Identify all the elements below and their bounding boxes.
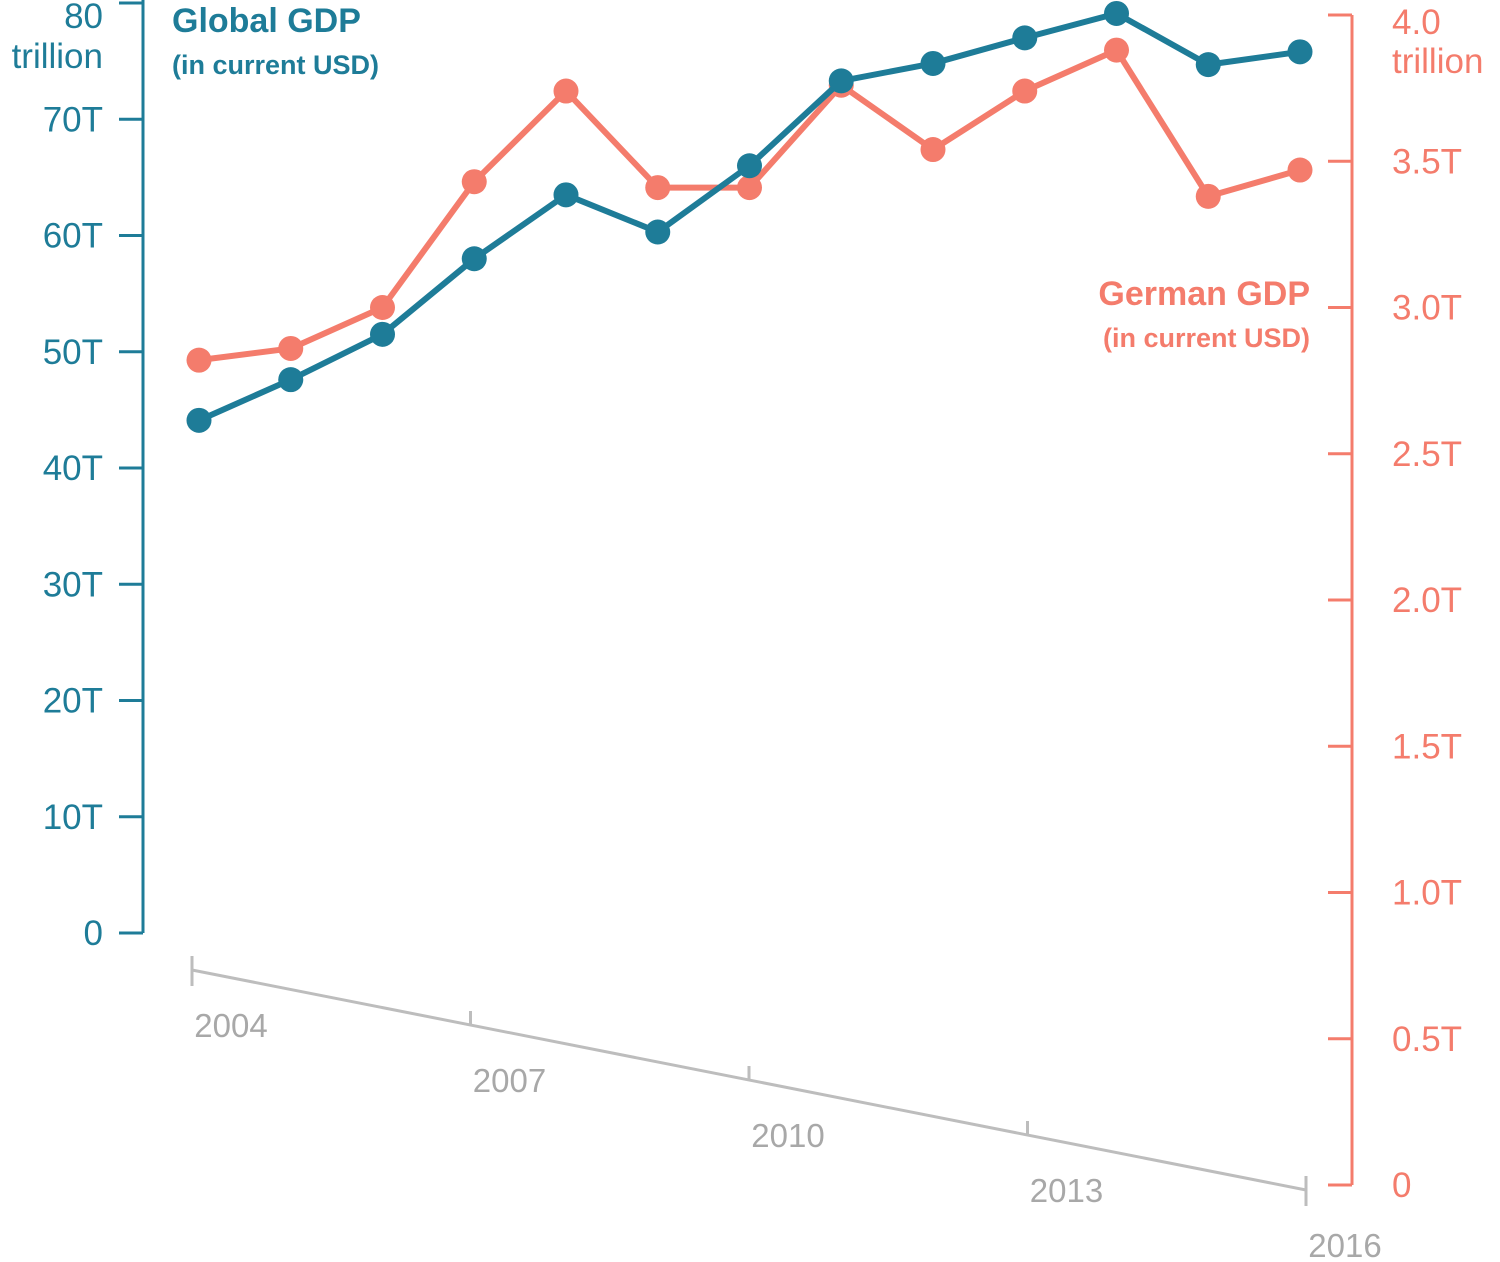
left-tick-label: 0 [84, 914, 103, 953]
left-tick-label: 20T [43, 682, 103, 721]
right-top-label: 4.0 [1392, 3, 1441, 42]
right-tick-label: 2.0T [1392, 581, 1462, 620]
data-point [186, 347, 212, 373]
left-top-label: 80 [64, 0, 103, 36]
right-top-unit: trillion [1392, 42, 1483, 81]
left-tick-label: 10T [43, 798, 103, 837]
left-top-unit: trillion [12, 37, 103, 76]
global-gdp-title: Global GDP [172, 2, 361, 40]
data-point [278, 335, 304, 361]
data-point [737, 153, 762, 179]
right-tick-label: 0 [1392, 1166, 1411, 1205]
left-tick-label: 70T [43, 100, 103, 139]
data-point [1012, 78, 1038, 104]
x-tick-label: 2010 [751, 1117, 824, 1154]
german-gdp-subtitle: (in current USD) [1103, 323, 1310, 353]
right-tick-label: 2.5T [1392, 435, 1462, 474]
data-point [828, 68, 854, 94]
right-tick-label: 0.5T [1392, 1020, 1462, 1059]
data-point [553, 182, 579, 208]
data-point [186, 407, 212, 433]
x-tick-label: 2004 [194, 1007, 267, 1044]
data-point [1195, 52, 1221, 78]
x-tick-label: 2007 [473, 1062, 546, 1099]
x-tick-label: 2016 [1308, 1227, 1381, 1262]
data-point [370, 295, 395, 320]
left-tick-label: 40T [43, 449, 103, 488]
data-point [920, 137, 946, 163]
right-tick-label: 3.5T [1392, 142, 1462, 181]
series-line [196, 47, 1303, 364]
data-point [278, 367, 304, 393]
right-tick-label: 1.0T [1392, 874, 1462, 913]
x-axis: 2004 2007 2010 2013 2016 [190, 956, 1382, 1262]
left-tick-label: 60T [43, 217, 103, 256]
global-gdp-series [186, 0, 1313, 433]
data-point [645, 219, 671, 245]
german-gdp-title: German GDP [1098, 275, 1310, 313]
x-tick-label: 2013 [1030, 1172, 1103, 1209]
left-tick-label: 50T [43, 333, 103, 372]
left-tick-label: 30T [43, 565, 103, 604]
right-tick-label: 1.5T [1392, 727, 1462, 766]
data-point [1012, 25, 1038, 51]
data-point [370, 321, 395, 347]
data-point [737, 175, 762, 201]
data-point [645, 175, 671, 201]
data-point [1104, 0, 1129, 26]
data-point [553, 78, 579, 104]
global-gdp-subtitle: (in current USD) [172, 50, 379, 80]
data-point [920, 50, 946, 76]
data-point [1104, 37, 1129, 63]
data-point [1287, 39, 1313, 65]
data-point [461, 246, 487, 272]
data-point [1287, 157, 1313, 183]
data-point [461, 169, 487, 195]
right-tick-label: 3.0T [1392, 289, 1462, 328]
data-point [1195, 183, 1221, 209]
